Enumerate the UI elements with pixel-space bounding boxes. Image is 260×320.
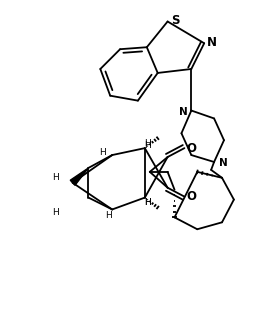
Text: O: O xyxy=(186,142,196,155)
Text: N: N xyxy=(179,107,188,116)
Text: H: H xyxy=(145,141,151,150)
Polygon shape xyxy=(70,168,88,185)
Text: H: H xyxy=(53,173,59,182)
Text: H: H xyxy=(99,148,106,156)
Text: H: H xyxy=(145,198,151,207)
Text: H: H xyxy=(145,139,151,148)
Text: H: H xyxy=(145,198,151,207)
Text: H: H xyxy=(53,208,59,217)
Text: N: N xyxy=(219,158,228,168)
Text: N: N xyxy=(207,36,217,49)
Text: O: O xyxy=(186,190,196,203)
Text: S: S xyxy=(171,14,180,27)
Text: H: H xyxy=(105,211,112,220)
